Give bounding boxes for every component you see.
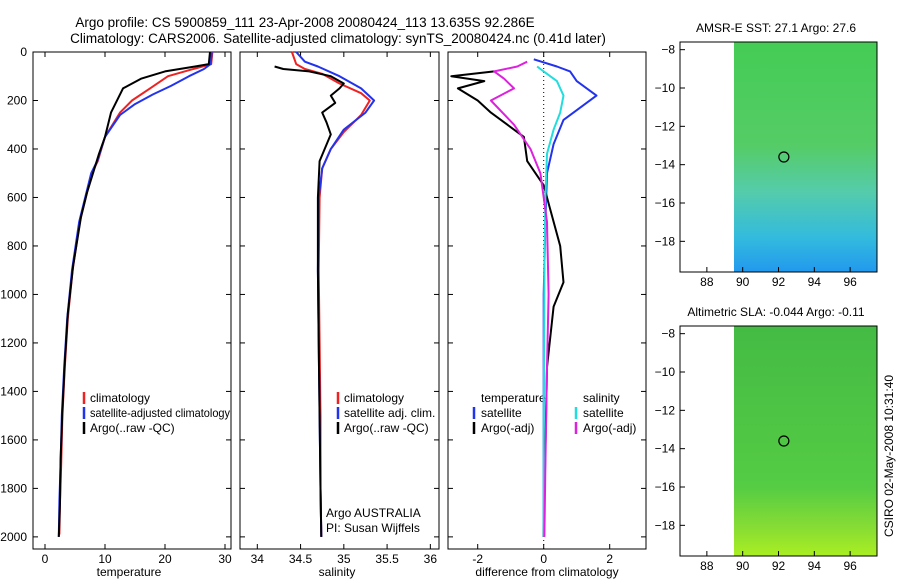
salinity-panel-frame	[239, 51, 440, 550]
figure-title-line2: Climatology: CARS2006. Satellite-adjuste…	[70, 31, 606, 46]
difference-series-salinity-satellite	[536, 65, 565, 537]
temperature-panel-frame	[32, 51, 232, 550]
salinity-xtick-label: 36	[424, 552, 438, 566]
sst_map-xtick-label: 94	[808, 275, 822, 289]
depth-tick-label: 1800	[0, 481, 27, 495]
diff-legend-title-temperature: temperature	[481, 391, 546, 405]
depth-tick-label: 400	[7, 142, 27, 156]
difference-panel-frame	[447, 51, 647, 550]
temperature-series-satellite-adjusted-climatology	[57, 51, 213, 537]
sst_map-argo-marker	[778, 151, 790, 163]
sla_map-ytick-label: −10	[655, 365, 676, 379]
legend-label-satellite-adjusted: satellite-adjusted climatology	[90, 406, 230, 420]
sal-annotation-agency: Argo AUSTRALIA	[326, 506, 421, 520]
sla-map-nodata	[680, 326, 734, 556]
sst_map-xtick-label: 96	[843, 275, 857, 289]
sla_map-xtick-label: 90	[736, 559, 750, 573]
sla-map-title: Altimetric SLA: -0.044 Argo: -0.11	[687, 305, 865, 319]
sal-annotation-pi: PI: Susan Wijffels	[326, 521, 420, 535]
sla_map-ytick-label: −12	[655, 403, 676, 417]
sst_map-xtick-label: 88	[700, 275, 714, 289]
sst_map-ytick-label: −10	[655, 81, 676, 95]
sal-legend-label-argo: Argo(..raw -QC)	[344, 421, 429, 435]
salinity-xtick-label: 34	[251, 552, 265, 566]
sst_map-ytick-label: −14	[655, 158, 676, 172]
sla_map-xtick-label: 94	[808, 559, 822, 573]
sla_map-argo-marker	[778, 435, 790, 447]
depth-tick-label: 1400	[0, 384, 27, 398]
depth-tick-label: 1200	[0, 336, 27, 350]
sst-map-nodata	[680, 42, 734, 272]
temperature-xtick-label: 10	[98, 552, 112, 566]
figure-title-line1: Argo profile: CS 5900859_111 23-Apr-2008…	[75, 15, 534, 30]
difference-xtick-label: 2	[606, 552, 613, 566]
sla_map-ytick-label: −8	[661, 327, 675, 341]
salinity-xtick-label: 34.5	[289, 552, 313, 566]
salinity-xlabel: salinity	[319, 565, 356, 579]
sla_map-ytick-label: −14	[655, 442, 676, 456]
sst_map-xtick-label: 90	[736, 275, 750, 289]
sst_map-ytick-label: −16	[655, 196, 676, 210]
sst-map-field	[734, 42, 877, 272]
sst_map-ytick-label: −18	[655, 234, 676, 248]
temperature-xtick-label: 30	[218, 552, 232, 566]
difference-series-temperature-argo-adj-	[450, 70, 565, 537]
depth-tick-label: 200	[7, 93, 27, 107]
diff-legend-label-sal-satellite: satellite	[583, 406, 624, 420]
sal-legend-label-satellite: satellite adj. clim.	[344, 406, 435, 420]
salinity-series-climatology	[290, 51, 371, 537]
salinity-xtick-label: 35	[337, 552, 351, 566]
salinity-series-argo-raw-qc-	[274, 65, 345, 537]
diff-legend-label-sal-argo: Argo(-adj)	[583, 421, 636, 435]
temperature-series-argo-raw-qc-	[57, 51, 211, 537]
sst_map-xtick-label: 92	[772, 275, 786, 289]
difference-series-salinity-argo-adj-	[489, 60, 550, 537]
salinity-series-satellite-adj-clim-	[295, 51, 376, 537]
depth-tick-label: 2000	[0, 530, 27, 544]
sst-map-title: AMSR-E SST: 27.1 Argo: 27.6	[696, 21, 856, 35]
sal-legend-label-climatology: climatology	[344, 391, 404, 405]
temperature-series-climatology	[58, 51, 214, 535]
sla_map-xtick-label: 96	[843, 559, 857, 573]
sla_map-xtick-label: 88	[700, 559, 714, 573]
diff-legend-label-temp-argo: Argo(-adj)	[481, 421, 534, 435]
legend-label-climatology: climatology	[90, 391, 150, 405]
temperature-xtick-label: 0	[42, 552, 49, 566]
sla-map-field	[734, 326, 877, 556]
side-timestamp-label: CSIRO 02-May-2008 10:31:40	[882, 375, 896, 537]
difference-xtick-label: -2	[472, 552, 483, 566]
temperature-xlabel: temperature	[97, 565, 162, 579]
depth-tick-label: 1000	[0, 287, 27, 301]
diff-legend-label-temp-satellite: satellite	[481, 406, 522, 420]
depth-tick-label: 600	[7, 190, 27, 204]
salinity-xtick-label: 35.5	[375, 552, 399, 566]
depth-tick-label: 800	[7, 239, 27, 253]
difference-xlabel: difference from climatology	[475, 565, 618, 579]
depth-tick-label: 0	[20, 45, 27, 59]
sla_map-ytick-label: −16	[655, 480, 676, 494]
sst_map-ytick-label: −8	[661, 43, 675, 57]
difference-xtick-label: 0	[540, 552, 547, 566]
sst_map-ytick-label: −12	[655, 119, 676, 133]
legend-label-argo: Argo(..raw -QC)	[90, 421, 175, 435]
diff-legend-title-salinity: salinity	[583, 391, 620, 405]
sla_map-ytick-label: −18	[655, 518, 676, 532]
depth-tick-label: 1600	[0, 433, 27, 447]
temperature-xtick-label: 20	[158, 552, 172, 566]
sla_map-xtick-label: 92	[772, 559, 786, 573]
